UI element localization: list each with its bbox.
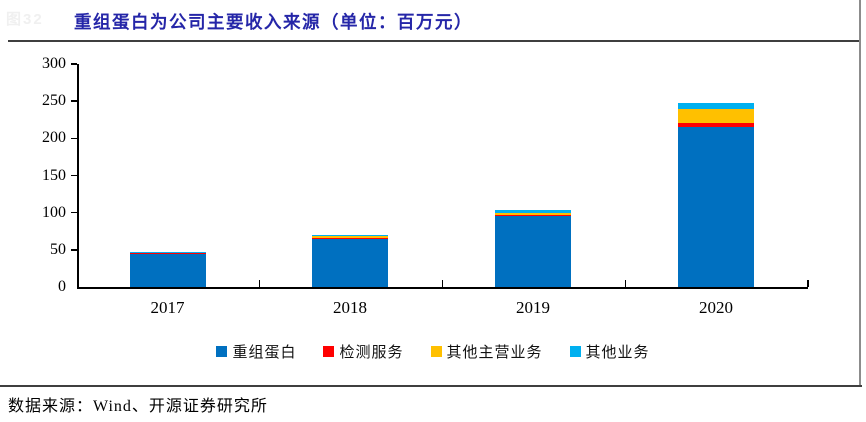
y-axis-tick [71,100,77,102]
y-axis-tick-label: 150 [42,166,66,184]
y-axis-tick-label: 300 [42,55,66,72]
bar-segment-检测服务-2020[interactable] [678,122,754,128]
bar-segment-其他业务-2018[interactable] [312,235,388,237]
legend-item-检测服务: 检测服务 [323,341,403,362]
y-axis-tick-label: 0 [58,278,66,295]
legend-item-重组蛋白: 重组蛋白 [216,341,296,362]
legend-item-其他主营业务: 其他主营业务 [430,341,543,362]
bar-segment-其他主营业务-2019[interactable] [495,212,571,215]
legend-swatch-icon [569,345,581,357]
legend-item-label: 其他主营业务 [446,343,543,361]
y-axis-tick [71,174,77,177]
bar-segment-其他主营业务-2020[interactable] [678,108,754,123]
x-axis-category-label: 2020 [699,298,733,317]
legend-swatch-icon [216,345,228,357]
x-axis-category-label: 2018 [333,298,367,317]
bar-segment-其他业务-2020[interactable] [678,102,754,109]
chart-title: 重组蛋白为公司主要收入来源（单位：百万元） [74,12,473,32]
footer-divider-line [0,385,862,387]
bar-segment-检测服务-2019[interactable] [495,214,571,217]
legend-swatch-icon [323,345,335,357]
y-axis-tick-label: 200 [42,129,66,147]
legend-item-其他业务: 其他业务 [569,341,650,362]
title-divider-line [8,40,861,42]
legend-item-label: 检测服务 [339,343,404,361]
y-axis-tick-label: 250 [42,92,66,110]
figure-right-border [859,0,861,387]
legend-item-label: 其他业务 [585,343,650,361]
bar-segment-重组蛋白-2020[interactable] [678,127,754,287]
legend-item-label: 重组蛋白 [232,343,297,361]
x-axis-tick [624,280,627,287]
y-axis-tick [71,137,77,140]
y-axis-tick-label: 100 [42,203,66,221]
bar-segment-重组蛋白-2019[interactable] [495,216,571,287]
legend-swatch-icon [430,345,442,357]
y-axis-tick-label: 50 [50,240,66,258]
bar-segment-重组蛋白-2017[interactable] [129,253,206,287]
figure-number-watermark: 图32 [6,11,44,28]
x-axis-tick [441,280,444,287]
plot-area: 0 50 100 150 200 250 300 2017 2018 2019 2020 [0,44,866,339]
x-axis-category-label: 2017 [150,298,185,317]
bar-segment-重组蛋白-2018[interactable] [312,237,388,287]
x-axis-category-label: 2019 [516,298,550,317]
data-source-note: 数据来源：Wind、开源证券研究所 [8,398,268,415]
bar-segment-其他业务-2019[interactable] [495,210,571,213]
y-axis-tick [71,249,77,251]
chart-legend: 重组蛋白 检测服务 其他主营业务 其他业务 [0,339,866,363]
y-axis-tick [71,63,77,65]
y-axis-line [77,64,79,288]
y-axis-tick [71,211,77,214]
x-axis-tick [807,280,809,287]
bar-segment-其他主营业务-2017[interactable] [129,251,206,253]
x-axis-line [77,287,808,289]
x-axis-tick [258,280,261,287]
bar-segment-其他主营业务-2018[interactable] [312,236,388,238]
